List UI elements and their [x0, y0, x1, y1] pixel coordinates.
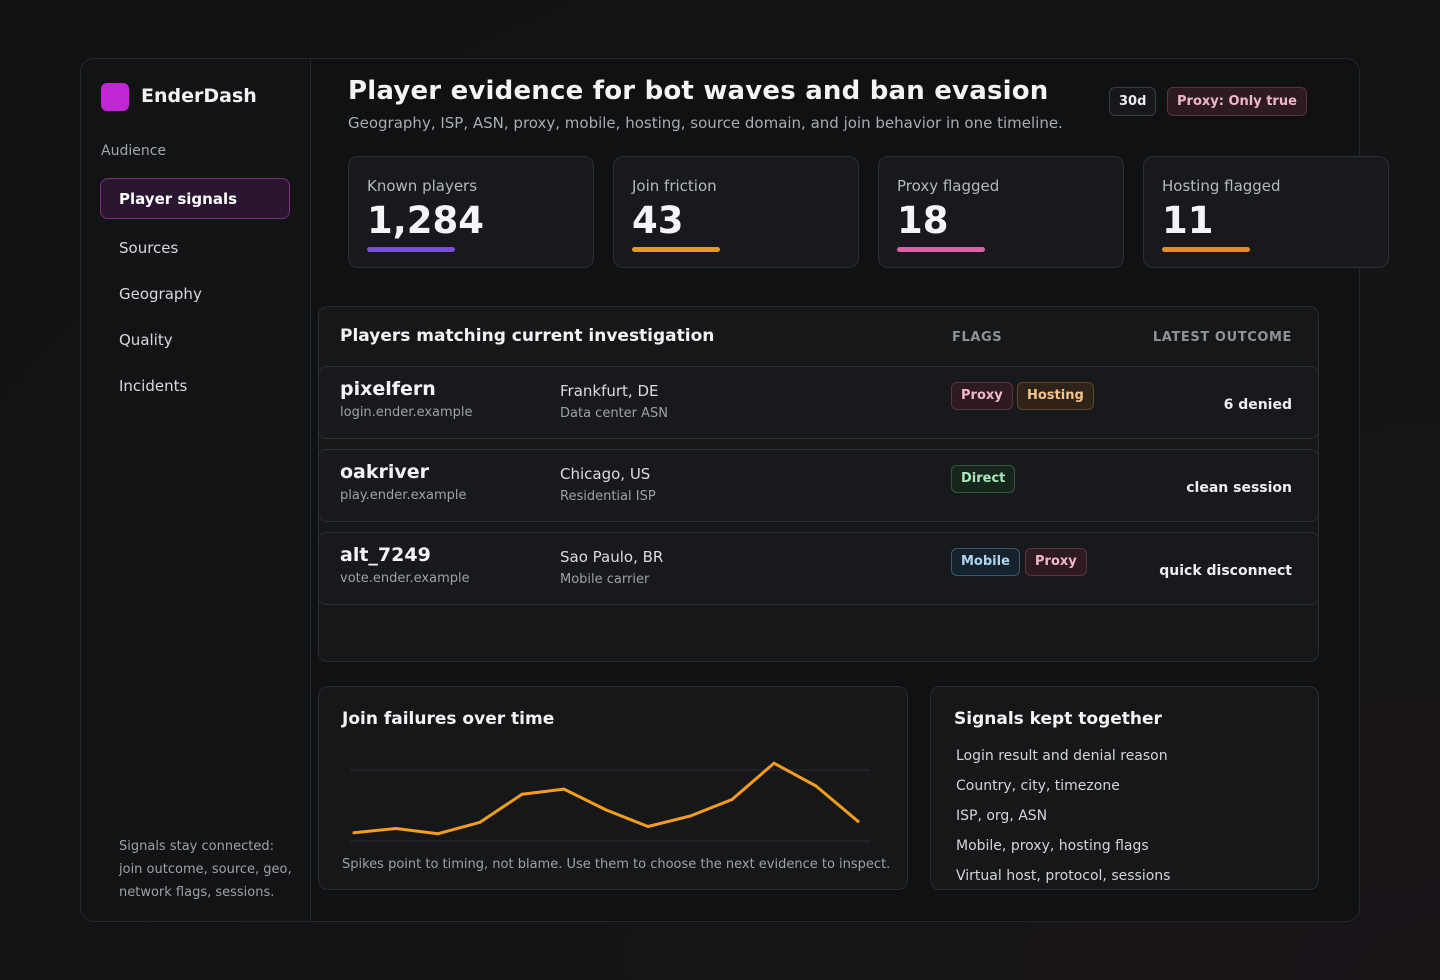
- signal-item: Mobile, proxy, hosting flags: [956, 838, 1149, 854]
- kpi-card-join-friction: Join friction 43: [613, 156, 859, 268]
- page-subtitle: Geography, ISP, ASN, proxy, mobile, host…: [348, 114, 1063, 132]
- data-point: [772, 761, 776, 765]
- flag-badge-direct: Direct: [951, 465, 1016, 493]
- sidebar: EnderDash Audience Player signals Source…: [80, 58, 311, 922]
- kpi-value: 43: [632, 199, 684, 242]
- signal-item: Virtual host, protocol, sessions: [956, 868, 1171, 884]
- data-point: [562, 787, 566, 791]
- kpi-label: Hosting flagged: [1162, 177, 1281, 195]
- join-failures-chart: [350, 761, 870, 842]
- player-outcome: quick disconnect: [1159, 563, 1292, 579]
- player-location: Frankfurt, DE: [560, 382, 659, 400]
- player-name: oakriver: [340, 461, 430, 483]
- kpi-value: 18: [897, 199, 949, 242]
- chart-caption: Spikes point to timing, not blame. Use t…: [342, 857, 891, 872]
- table-row[interactable]: [318, 449, 1319, 522]
- player-name: pixelfern: [340, 378, 436, 400]
- kpi-label: Known players: [367, 177, 478, 195]
- sidebar-item-sources[interactable]: Sources: [119, 239, 179, 257]
- signal-item: Login result and denial reason: [956, 748, 1168, 764]
- sidebar-item-player-signals[interactable]: Player signals: [100, 178, 290, 219]
- kpi-accent-bar: [632, 247, 720, 252]
- data-point: [730, 798, 734, 801]
- player-outcome: 6 denied: [1223, 397, 1292, 413]
- player-location: Sao Paulo, BR: [560, 548, 664, 566]
- brand-name: EnderDash: [141, 85, 257, 107]
- column-header-outcome: LATEST OUTCOME: [1152, 330, 1292, 345]
- data-point: [352, 831, 356, 835]
- kpi-accent-bar: [1162, 247, 1250, 252]
- player-location: Chicago, US: [560, 465, 651, 483]
- sidebar-item-incidents[interactable]: Incidents: [119, 377, 188, 395]
- column-header-flags: FLAGS: [952, 330, 1003, 345]
- player-outcome: clean session: [1186, 480, 1292, 496]
- flag-badge-proxy: Proxy: [951, 382, 1013, 410]
- chart-title: Join failures over time: [342, 709, 555, 729]
- data-point: [436, 832, 440, 836]
- kpi-card-proxy-flagged: Proxy flagged 18: [878, 156, 1124, 268]
- kpi-card-hosting-flagged: Hosting flagged 11: [1143, 156, 1389, 268]
- sidebar-note: Signals stay connected: join outcome, so…: [119, 839, 292, 900]
- data-point: [856, 819, 860, 823]
- player-network: Residential ISP: [560, 489, 656, 504]
- kpi-accent-bar: [367, 247, 455, 252]
- player-domain: login.ender.example: [340, 405, 473, 420]
- sidebar-item-geography[interactable]: Geography: [119, 285, 202, 303]
- table-row[interactable]: [318, 366, 1319, 439]
- data-point: [646, 825, 650, 828]
- page-title: Player evidence for bot waves and ban ev…: [348, 76, 1049, 106]
- data-point: [604, 808, 608, 812]
- nav-section-label: Audience: [101, 143, 167, 159]
- sidebar-item-label: Player signals: [119, 190, 238, 208]
- signal-item: Country, city, timezone: [956, 778, 1120, 794]
- signals-panel: [930, 686, 1319, 890]
- join-failures-panel: [318, 686, 908, 890]
- kpi-value: 1,284: [367, 199, 485, 242]
- data-point: [814, 784, 818, 788]
- player-domain: play.ender.example: [340, 488, 467, 503]
- data-point: [688, 814, 692, 818]
- flag-badge-proxy: Proxy: [1025, 548, 1087, 576]
- player-network: Mobile carrier: [560, 572, 650, 587]
- data-point: [520, 792, 524, 796]
- player-network: Data center ASN: [560, 406, 668, 421]
- signal-item: ISP, org, ASN: [956, 808, 1048, 824]
- data-point: [394, 827, 398, 830]
- kpi-value: 11: [1162, 199, 1214, 242]
- table-title: Players matching current investigation: [340, 326, 715, 346]
- kpi-accent-bar: [897, 247, 985, 252]
- flag-badge-hosting: Hosting: [1017, 382, 1094, 410]
- date-range-chip[interactable]: 30d: [1109, 87, 1157, 116]
- signals-title: Signals kept together: [954, 709, 1162, 729]
- kpi-label: Join friction: [632, 177, 717, 195]
- brand-logo: [101, 83, 129, 111]
- player-domain: vote.ender.example: [340, 571, 470, 586]
- flag-badge-mobile: Mobile: [951, 548, 1020, 576]
- player-name: alt_7249: [340, 544, 431, 566]
- kpi-label: Proxy flagged: [897, 177, 1000, 195]
- data-point: [478, 820, 482, 824]
- sidebar-item-quality[interactable]: Quality: [119, 331, 173, 349]
- series-line: [352, 761, 860, 836]
- proxy-filter-chip[interactable]: Proxy: Only true: [1167, 87, 1307, 116]
- table-row[interactable]: [318, 532, 1319, 605]
- kpi-card-known-players: Known players 1,284: [348, 156, 594, 268]
